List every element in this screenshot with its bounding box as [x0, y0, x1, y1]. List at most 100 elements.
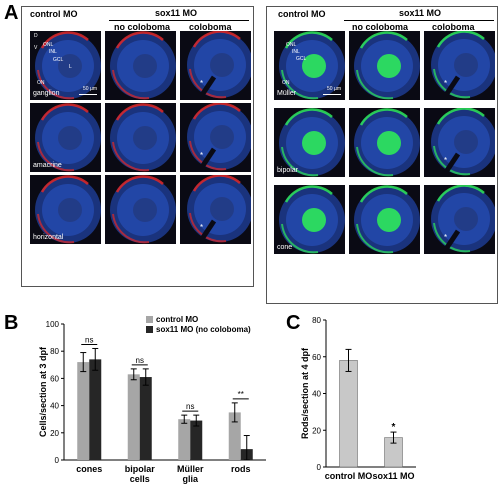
micrograph-left-r1-c1: ganglion 50 µm D V ONL INL GCL L ON: [30, 31, 101, 100]
left-coloboma-asterisk-1: *: [200, 79, 204, 88]
eye-section-image: [110, 175, 176, 244]
bar-sox11-0: [89, 359, 102, 460]
layer-label-onl: ONL: [43, 42, 54, 48]
x-tick-label: Müller: [177, 464, 204, 474]
layer-label-inl: INL: [292, 49, 300, 55]
eye-section-image: [35, 103, 101, 172]
eye-section-image: [187, 31, 251, 99]
left-row-label-1: ganglion: [33, 90, 60, 97]
right-coloboma-asterisk-3: *: [444, 233, 448, 242]
scale-bar-label: 50 µm: [83, 86, 97, 92]
layer-label-ventral: V: [34, 45, 38, 51]
micrograph-left-r3-c1: horizontal: [30, 175, 101, 244]
scale-bar-label: 50 µm: [327, 86, 341, 92]
eye-section-image: [354, 31, 420, 100]
left-header-control: control MO: [30, 9, 78, 19]
chart-b: 0 20 40 60 80 100 Cells/section at 3 dpf ns cone…: [38, 315, 266, 484]
panel-a-letter: A: [4, 2, 19, 24]
x-tick-label: rods: [231, 464, 251, 474]
y-tick-label: 40: [50, 402, 59, 411]
left-header-sox11: sox11 MO: [155, 8, 198, 18]
eye-section-image: [354, 108, 420, 177]
significance-label: ns: [85, 335, 93, 344]
panel-b-letter: B: [4, 312, 19, 334]
micrograph-left-r1-c2: [105, 31, 176, 100]
y-axis-label: Cells/section at 3 dpf: [38, 346, 48, 437]
bar-control-0: [77, 362, 90, 460]
y-tick-label: 60: [312, 353, 321, 362]
y-tick-label: 20: [312, 426, 321, 435]
bar-control-2: [178, 419, 191, 460]
eye-section-image: [279, 185, 345, 254]
legend-label: control MO: [156, 315, 198, 324]
right-coloboma-asterisk-2: *: [444, 156, 448, 165]
right-header-coloboma: coloboma: [432, 22, 475, 32]
legend-swatch: [146, 316, 153, 323]
bar-0: [339, 360, 358, 468]
eye-section-image: [110, 31, 176, 100]
y-tick-label: 60: [50, 374, 59, 383]
scale-bar: [323, 94, 341, 95]
micrograph-right-r1-c3: *: [424, 31, 495, 100]
eye-section-image: [35, 31, 101, 100]
eye-section-image: [279, 108, 345, 177]
layer-label-dorsal: D: [34, 33, 38, 39]
bar-control-3: [228, 412, 241, 460]
layer-label-gcl: GCL: [53, 57, 64, 63]
significance-label: ns: [186, 402, 194, 411]
micrograph-right-r2-c3: *: [424, 108, 495, 177]
right-header-sox11: sox11 MO: [399, 8, 442, 18]
layer-label-onl: ONL: [286, 42, 297, 48]
x-tick-label: glia: [182, 474, 198, 484]
micrograph-left-r1-c3: *: [180, 31, 251, 100]
left-coloboma-asterisk-3: *: [200, 223, 204, 232]
bar-sox11-2: [190, 420, 203, 460]
micrograph-left-r2-c1: amacrine: [30, 103, 101, 172]
right-coloboma-asterisk-1: *: [444, 79, 448, 88]
layer-label-inl: INL: [49, 49, 57, 55]
y-tick-label: 100: [46, 320, 60, 329]
y-axis-label: Rods/section at 4 dpf: [300, 347, 310, 439]
micrograph-right-r3-c1: cone: [274, 185, 345, 254]
y-tick-label: 40: [312, 390, 321, 399]
right-header-control: control MO: [278, 9, 326, 19]
micrograph-left-r3-c2: [105, 175, 176, 244]
micrograph-right-r3-c3: *: [424, 185, 495, 254]
y-tick-label: 80: [50, 347, 59, 356]
layer-label-gcl: GCL: [296, 56, 307, 62]
right-row-label-3: cone: [277, 244, 293, 251]
layer-label-optic_nerve: ON: [37, 80, 45, 86]
eye-section-image: [354, 185, 420, 254]
eye-section-image: [431, 185, 495, 253]
left-coloboma-asterisk-2: *: [200, 151, 204, 160]
eye-section-image: [279, 31, 345, 100]
micrograph-left-r3-c3: *: [180, 175, 251, 244]
y-tick-label: 0: [317, 463, 322, 472]
left-header-coloboma: coloboma: [189, 22, 232, 32]
chart-c: 0 20 40 60 80 Rods/section at 4 dpf control MO…: [300, 316, 416, 481]
micrograph-right-r1-c1: Müller 50 µm ONL INL GCL ON: [274, 31, 345, 100]
legend-swatch: [146, 326, 153, 333]
x-tick-label: control MO: [325, 471, 373, 481]
micrograph-left-r2-c2: [105, 103, 176, 172]
left-row-label-3: horizontal: [33, 234, 64, 241]
panel-c-letter: C: [286, 312, 301, 334]
micrograph-right-r1-c2: [349, 31, 420, 100]
x-tick-label: bipolar: [125, 464, 155, 474]
micrograph-right-r3-c2: [349, 185, 420, 254]
eye-section-image: [35, 175, 101, 244]
x-tick-label: sox11 MO: [372, 471, 414, 481]
layer-label-optic_nerve: ON: [282, 80, 290, 86]
y-tick-label: 80: [312, 316, 321, 325]
micrograph-right-r2-c1: bipolar: [274, 108, 345, 177]
eye-section-image: [187, 175, 251, 243]
eye-section-image: [431, 108, 495, 176]
y-tick-label: 0: [55, 456, 60, 465]
left-header-divider: [109, 20, 249, 21]
x-tick-label: cells: [130, 474, 150, 484]
legend-label: sox11 MO (no coloboma): [156, 325, 251, 334]
micrograph-right-r2-c2: [349, 108, 420, 177]
layer-label-lens: L: [69, 64, 72, 70]
micrograph-left-r2-c3: *: [180, 103, 251, 172]
x-tick-label: cones: [76, 464, 102, 474]
